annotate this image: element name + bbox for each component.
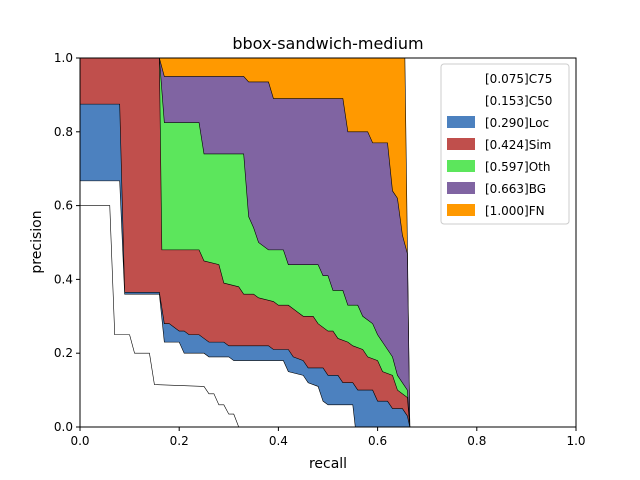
chart-title: bbox-sandwich-medium [232,34,423,53]
series-line-5 [80,57,411,428]
x-axis-label: recall [309,456,347,472]
y-tick-label: 0.2 [54,346,73,360]
x-axis: 0.0 0.2 0.4 0.6 0.8 1.0 [70,427,586,448]
y-tick-label: 1.0 [54,51,73,65]
legend-swatch [447,94,475,106]
y-tick-label: 0.4 [54,272,73,286]
y-axis: 0.0 0.2 0.4 0.6 0.8 1.0 [54,51,80,434]
legend-label: [0.290]Loc [485,116,549,130]
series-line-4 [80,57,411,428]
x-tick-label: 0.0 [70,434,89,448]
legend-swatch [447,72,475,84]
legend-label: [0.075]C75 [485,72,552,86]
legend: [0.075]C75 [0.153]C50 [0.290]Loc [0.424]Sim… [440,63,570,225]
legend-swatch [447,116,475,128]
legend-swatch [447,138,475,150]
series-line-3 [80,57,411,428]
x-tick-label: 0.8 [467,434,486,448]
legend-label: [0.424]Sim [485,138,551,152]
y-tick-label: 0.6 [54,199,73,213]
legend-label: [1.000]FN [485,204,545,218]
x-tick-label: 0.4 [269,434,288,448]
plot-area [80,57,411,428]
legend-label: [0.663]BG [485,182,546,196]
series-line-1 [80,180,356,428]
series-line-2 [80,103,411,428]
x-tick-label: 0.6 [368,434,387,448]
legend-label: [0.153]C50 [485,94,552,108]
x-tick-label: 0.2 [170,434,189,448]
plot-frame [79,57,577,428]
legend-swatch [447,204,475,216]
legend-label: [0.597]Oth [485,160,550,174]
legend-swatch [447,182,475,194]
series-area-0 [80,205,239,427]
y-tick-label: 0.0 [54,420,73,434]
y-tick-label: 0.8 [54,125,73,139]
legend-swatch [447,160,475,172]
y-axis-label: precision [29,210,45,273]
x-tick-label: 1.0 [566,434,585,448]
series-line-0 [80,205,240,428]
